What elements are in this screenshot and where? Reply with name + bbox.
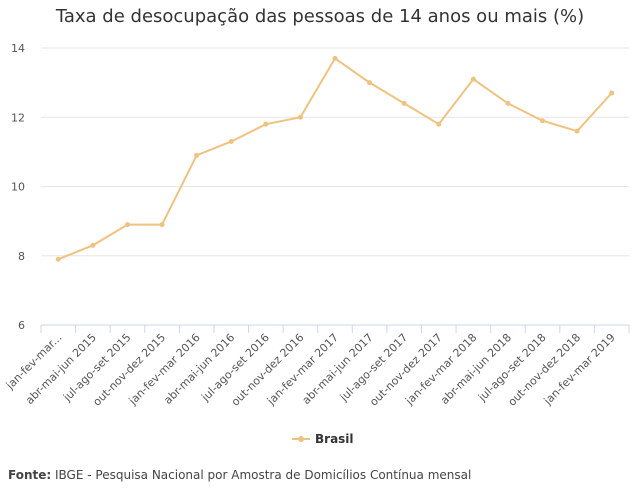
series-line-brasil xyxy=(57,57,613,261)
source-text: IBGE - Pesquisa Nacional por Amostra de … xyxy=(55,468,472,482)
y-tick-label: 8 xyxy=(18,250,25,263)
y-tick-label: 12 xyxy=(11,111,25,124)
data-point[interactable] xyxy=(332,55,338,61)
data-point[interactable] xyxy=(540,118,546,124)
data-point[interactable] xyxy=(228,138,234,144)
data-point[interactable] xyxy=(159,222,165,228)
y-axis: 6 8 10 12 14 xyxy=(11,42,25,332)
legend-marker-swatch xyxy=(298,436,304,442)
data-point[interactable] xyxy=(436,121,442,127)
data-point[interactable] xyxy=(470,76,476,82)
series-brasil xyxy=(55,55,615,262)
data-point[interactable] xyxy=(367,80,373,86)
data-point[interactable] xyxy=(90,242,96,248)
x-axis: jan-fev-mar...abr-mai-jun 2015jul-ago-se… xyxy=(3,324,630,409)
legend[interactable]: Brasil xyxy=(292,432,354,446)
source-label: Fonte: xyxy=(8,468,52,482)
data-point[interactable] xyxy=(401,100,407,106)
y-tick-label: 14 xyxy=(11,42,25,55)
data-point[interactable] xyxy=(124,222,130,228)
gridlines xyxy=(41,47,629,257)
data-point[interactable] xyxy=(574,128,580,134)
legend-label-brasil: Brasil xyxy=(315,432,354,446)
data-point[interactable] xyxy=(263,121,269,127)
y-tick-label: 10 xyxy=(11,181,25,194)
chart-title: Taxa de desocupação das pessoas de 14 an… xyxy=(55,6,585,27)
source-note: Fonte: IBGE - Pesquisa Nacional por Amos… xyxy=(8,468,471,482)
data-point[interactable] xyxy=(609,90,615,96)
data-point[interactable] xyxy=(55,256,61,262)
data-point[interactable] xyxy=(297,114,303,120)
data-point[interactable] xyxy=(194,152,200,158)
y-tick-label: 6 xyxy=(18,319,25,332)
data-point[interactable] xyxy=(505,100,511,106)
